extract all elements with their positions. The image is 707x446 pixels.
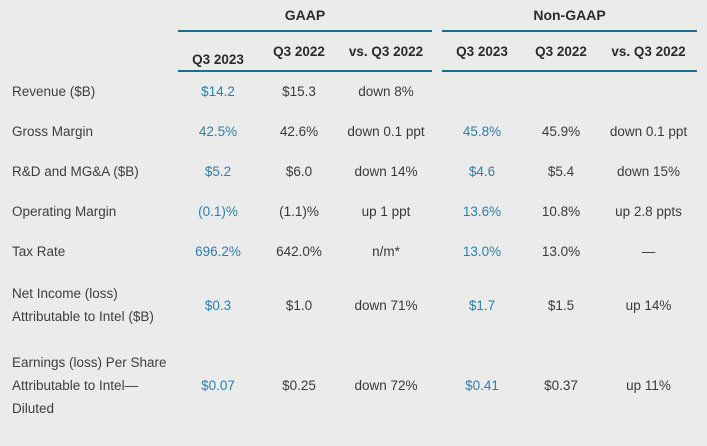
gaap-vs-value: down 8% — [358, 84, 414, 99]
header-gap — [432, 31, 442, 71]
gaap-q3-2022-value: 42.6% — [279, 123, 319, 139]
non-gaap-vs-value: down 0.1 ppt — [609, 123, 688, 139]
gaap-q3-2022-header: Q3 2022 — [258, 31, 340, 72]
gaap-q3-2022-value: $6.0 — [285, 163, 313, 179]
gaap-q3-2023-value: (0.1)% — [198, 203, 238, 219]
non-gaap-q3-2022-value: 10.8% — [541, 203, 581, 219]
non-gaap-q3-2023-header: Q3 2023 — [442, 31, 522, 72]
empty-corner — [0, 0, 178, 31]
non-gaap-q3-2022-value: 45.9% — [541, 123, 581, 139]
gaap-vs-value: down 0.1 ppt — [347, 123, 425, 139]
row-label: Net Income (loss) Attributable to Intel … — [12, 286, 154, 324]
non-gaap-q3-2022-value: $5.4 — [547, 163, 575, 179]
non-gaap-vs-value: up 11% — [626, 377, 671, 393]
row-gap — [432, 111, 442, 151]
row-label: Operating Margin — [12, 203, 117, 219]
financial-results-table: GAAP Non-GAAP Q3 2023 Q3 2022 vs. Q3 202… — [0, 0, 697, 431]
row-label: Earnings (loss) Per Share Attributable t… — [12, 354, 167, 416]
group-gap — [432, 0, 442, 31]
gaap-vs-q3-2022-header: vs. Q3 2022 — [340, 31, 432, 72]
table-row-gross-margin: Gross Margin 42.5% 42.6% down 0.1 ppt 45… — [0, 111, 697, 151]
non-gaap-vs-value: down 15% — [616, 163, 681, 179]
non-gaap-q3-2022-header: Q3 2022 — [522, 31, 600, 72]
gaap-q3-2022-value: $1.0 — [285, 297, 313, 313]
gaap-vs-value: down 14% — [354, 163, 418, 179]
non-gaap-q3-2022-value: 13.0% — [541, 243, 581, 259]
non-gaap-vs-value: up 2.8 ppts — [615, 203, 682, 219]
gaap-q3-2023-value: 42.5% — [198, 123, 238, 139]
non-gaap-q3-2022-value: $1.5 — [547, 297, 575, 313]
gaap-q3-2023-value: $0.3 — [204, 297, 232, 313]
table-row-tax-rate: Tax Rate 696.2% 642.0% n/m* 13.0% 13.0% … — [0, 231, 697, 271]
column-header-row: Q3 2023 Q3 2022 vs. Q3 2022 Q3 2023 Q3 2… — [0, 31, 697, 72]
table-row-operating-margin: Operating Margin (0.1)% (1.1)% up 1 ppt … — [0, 191, 697, 231]
non-gaap-q3-2023-value: $4.6 — [468, 163, 496, 179]
row-gap — [432, 231, 442, 271]
row-label: Gross Margin — [12, 123, 94, 139]
non-gaap-q3-2022-value: $0.37 — [544, 377, 578, 393]
gaap-q3-2022-value: $0.25 — [282, 377, 316, 393]
row-gap — [432, 271, 442, 339]
row-label: Revenue ($B) — [12, 83, 96, 99]
non-gaap-vs-value — [600, 71, 697, 111]
table-row-rd-mga: R&D and MG&A ($B) $5.2 $6.0 down 14% $4.… — [0, 151, 697, 191]
gaap-vs-value: n/m* — [372, 243, 400, 259]
non-gaap-group-header: Non-GAAP — [442, 0, 697, 32]
table-row-net-income: Net Income (loss) Attributable to Intel … — [0, 271, 697, 339]
gaap-q3-2023-value: $5.2 — [204, 163, 232, 179]
group-header-row: GAAP Non-GAAP — [0, 0, 697, 32]
gaap-vs-value: up 1 ppt — [361, 203, 411, 219]
gaap-vs-value: down 72% — [354, 377, 418, 393]
non-gaap-q3-2023-value: 45.8% — [462, 123, 502, 139]
gaap-q3-2023-header-label: Q3 2023 — [192, 51, 244, 67]
gaap-q3-2023-value: 696.2% — [195, 243, 241, 259]
non-gaap-q3-2023-value: $0.41 — [465, 377, 499, 393]
gaap-q3-2022-value: (1.1)% — [279, 203, 319, 219]
non-gaap-q3-2022-value — [522, 71, 600, 111]
row-label: Tax Rate — [12, 243, 66, 259]
gaap-vs-value: down 71% — [354, 297, 418, 313]
gaap-q3-2023-header: Q3 2023 — [178, 31, 258, 72]
non-gaap-q3-2023-value: $1.7 — [468, 297, 496, 313]
gaap-q3-2022-value: $15.3 — [282, 84, 316, 99]
table-row-eps: Earnings (loss) Per Share Attributable t… — [0, 339, 697, 431]
non-gaap-vs-q3-2022-header: vs. Q3 2022 — [600, 31, 697, 72]
row-gap — [432, 339, 442, 431]
gaap-q3-2022-value: 642.0% — [276, 243, 322, 259]
non-gaap-q3-2023-value — [442, 71, 522, 111]
gaap-q3-2023-value: $0.07 — [201, 377, 235, 393]
row-gap — [432, 151, 442, 191]
table-row-revenue: Revenue ($B) $14.2 $15.3 down 8% — [0, 71, 697, 111]
row-gap — [432, 71, 442, 111]
gaap-q3-2023-value: $14.2 — [201, 84, 235, 99]
non-gaap-q3-2023-value: 13.6% — [462, 203, 502, 219]
non-gaap-q3-2023-value: 13.0% — [462, 243, 502, 259]
non-gaap-vs-value: up 14% — [625, 297, 672, 313]
empty-label-header — [0, 31, 178, 71]
non-gaap-vs-value: — — [641, 243, 656, 259]
gaap-group-header: GAAP — [178, 0, 432, 32]
row-label: R&D and MG&A ($B) — [12, 163, 139, 179]
row-gap — [432, 191, 442, 231]
